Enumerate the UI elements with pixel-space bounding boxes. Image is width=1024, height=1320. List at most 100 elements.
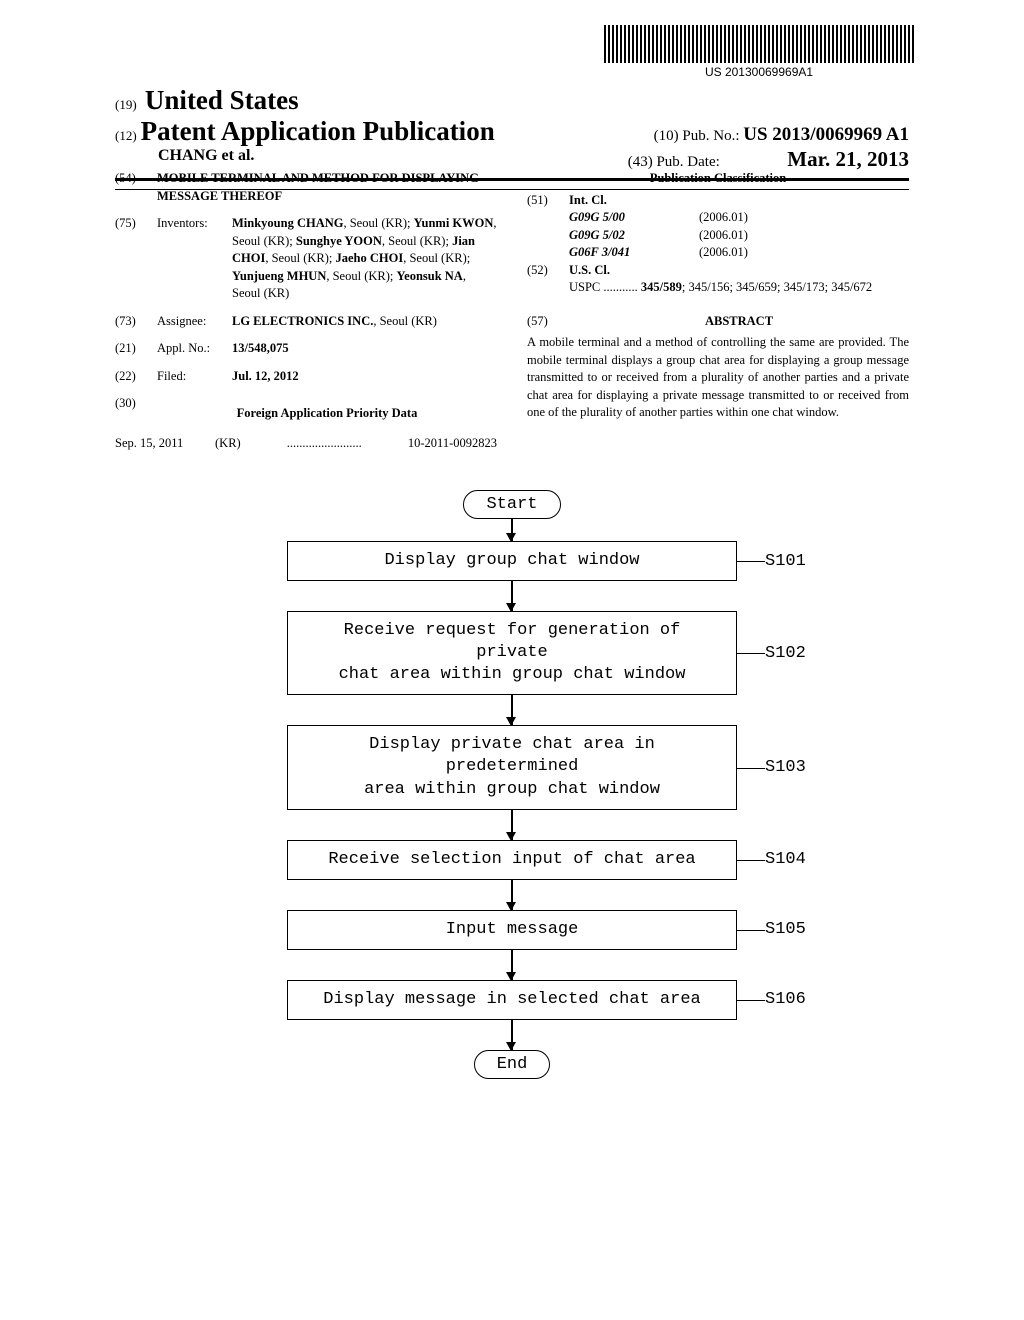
inventor-name: Yunjueng MHUN — [232, 269, 326, 283]
inventors-list: Minkyoung CHANG, Seoul (KR); Yunmi KWON,… — [232, 215, 497, 303]
us-cl-label: U.S. Cl. — [569, 262, 610, 280]
flow-step-label: S104 — [765, 850, 806, 869]
authors-date-line: CHANG et al. (43) Pub. Date: Mar. 21, 20… — [115, 147, 909, 172]
assignee-name: LG ELECTRONICS INC. — [232, 314, 373, 328]
field-label: Filed: — [157, 368, 232, 386]
flow-box: Display private chat area in predetermin… — [287, 725, 737, 809]
flow-step: Display private chat area in predetermin… — [287, 725, 737, 809]
priority-heading: Foreign Application Priority Data — [157, 405, 497, 423]
pub-no-label: Pub. No.: — [682, 128, 739, 144]
priority-data-row: Sep. 15, 2011 (KR) .....................… — [115, 435, 497, 453]
flow-step-label: S105 — [765, 920, 806, 939]
int-cl-year: (2006.01) — [699, 209, 748, 227]
country-line: (19) United States — [115, 85, 909, 116]
pub-date-line: (43) Pub. Date: Mar. 21, 2013 — [628, 147, 909, 172]
flow-step: Display message in selected chat areaS10… — [287, 980, 737, 1020]
appl-no-field: (21) Appl. No.: 13/548,075 — [115, 340, 497, 358]
uspc-dots: ........... — [603, 280, 637, 294]
int-cl-code: G09G 5/02 — [569, 227, 699, 245]
flow-connector — [737, 653, 765, 654]
priority-date: Sep. 15, 2011 — [115, 435, 215, 453]
uspc-rest: ; 345/156; 345/659; 345/173; 345/672 — [682, 280, 872, 294]
inventor-loc: , Seoul (KR); — [326, 269, 396, 283]
appl-no: 13/548,075 — [232, 340, 497, 358]
flow-arrow — [511, 581, 513, 611]
abstract-header: (57) ABSTRACT — [527, 313, 909, 331]
int-cl-item: G06F 3/041(2006.01) — [569, 244, 909, 262]
pub-class-heading: Publication Classification — [527, 170, 909, 188]
inventor-loc: , Seoul (KR); — [403, 251, 470, 265]
flow-step-label: S101 — [765, 552, 806, 571]
int-cl-item: G09G 5/02(2006.01) — [569, 227, 909, 245]
inventor-name: Yunmi KWON — [414, 216, 494, 230]
flow-step: Display group chat windowS101 — [287, 541, 737, 581]
uspc-line: USPC ........... 345/589; 345/156; 345/6… — [569, 279, 909, 297]
flow-start: Start — [463, 490, 560, 519]
abstract-label: ABSTRACT — [569, 313, 909, 331]
pub-title-line: (12) Patent Application Publication (10)… — [115, 116, 909, 147]
flow-step-label: S102 — [765, 644, 806, 663]
barcode-text: US 20130069969A1 — [604, 65, 914, 79]
pub-no-value: US 2013/0069969 A1 — [743, 124, 909, 145]
flow-arrow — [511, 880, 513, 910]
inventor-loc: , Seoul (KR); — [382, 234, 452, 248]
left-column: (54) MOBILE TERMINAL AND METHOD FOR DISP… — [115, 170, 497, 452]
pub-date-label: Pub. Date: — [656, 154, 719, 170]
title-field: (54) MOBILE TERMINAL AND METHOD FOR DISP… — [115, 170, 497, 205]
priority-field: (30) Foreign Application Priority Data — [115, 395, 497, 429]
barcode-graphic — [604, 25, 914, 63]
field-code: (73) — [115, 313, 157, 331]
field-label: Inventors: — [157, 215, 232, 303]
flow-step: Receive request for generation of privat… — [287, 611, 737, 695]
abstract-text: A mobile terminal and a method of contro… — [527, 334, 909, 422]
flowchart: Start Display group chat windowS101Recei… — [0, 490, 1024, 1079]
bibliographic-content: (54) MOBILE TERMINAL AND METHOD FOR DISP… — [115, 170, 909, 452]
flow-connector — [737, 1000, 765, 1001]
flow-connector — [737, 768, 765, 769]
flow-box: Display group chat window — [287, 541, 737, 581]
pub-type-code: (12) — [115, 128, 137, 143]
field-code: (30) — [115, 395, 157, 429]
flow-step-label: S106 — [765, 990, 806, 1009]
pub-no-line: (10) Pub. No.: US 2013/0069969 A1 — [654, 124, 909, 146]
pub-date-value: Mar. 21, 2013 — [787, 147, 909, 171]
field-code: (57) — [527, 313, 569, 331]
filed-date: Jul. 12, 2012 — [232, 368, 497, 386]
int-cl-row: (51) Int. Cl. — [527, 192, 909, 210]
flow-end: End — [474, 1050, 551, 1079]
field-code: (54) — [115, 170, 157, 205]
field-code: (22) — [115, 368, 157, 386]
patent-title: MOBILE TERMINAL AND METHOD FOR DISPLAYIN… — [157, 170, 497, 205]
inventor-loc: , Seoul (KR); — [343, 216, 413, 230]
int-cl-code: G06F 3/041 — [569, 244, 699, 262]
assignee-field: (73) Assignee: LG ELECTRONICS INC., Seou… — [115, 313, 497, 331]
flow-connector — [737, 860, 765, 861]
uspc-label: USPC — [569, 280, 600, 294]
field-label: Assignee: — [157, 313, 232, 331]
uspc-primary: 345/589 — [641, 280, 682, 294]
inventor-loc: , Seoul (KR); — [265, 251, 335, 265]
field-label: Appl. No.: — [157, 340, 232, 358]
flow-arrow — [511, 695, 513, 725]
int-cl-code: G09G 5/00 — [569, 209, 699, 227]
assignee-loc: , Seoul (KR) — [373, 314, 437, 328]
assignee-value: LG ELECTRONICS INC., Seoul (KR) — [232, 313, 497, 331]
flow-step: Receive selection input of chat areaS104 — [287, 840, 737, 880]
inventor-name: Jaeho CHOI — [335, 251, 403, 265]
inventor-name: Yeonsuk NA — [397, 269, 463, 283]
int-cl-year: (2006.01) — [699, 227, 748, 245]
flow-arrow — [511, 950, 513, 980]
flow-connector — [737, 561, 765, 562]
field-code: (52) — [527, 262, 569, 280]
priority-no: 10-2011-0092823 — [408, 435, 497, 453]
inventors-field: (75) Inventors: Minkyoung CHANG, Seoul (… — [115, 215, 497, 303]
flow-box: Receive request for generation of privat… — [287, 611, 737, 695]
country-code: (19) — [115, 97, 137, 112]
us-cl-row: (52) U.S. Cl. — [527, 262, 909, 280]
pub-no-code: (10) — [654, 128, 679, 144]
filed-field: (22) Filed: Jul. 12, 2012 — [115, 368, 497, 386]
priority-country: (KR) — [215, 435, 241, 453]
pub-date-code: (43) — [628, 154, 653, 170]
field-code: (21) — [115, 340, 157, 358]
flow-step-label: S103 — [765, 758, 806, 777]
